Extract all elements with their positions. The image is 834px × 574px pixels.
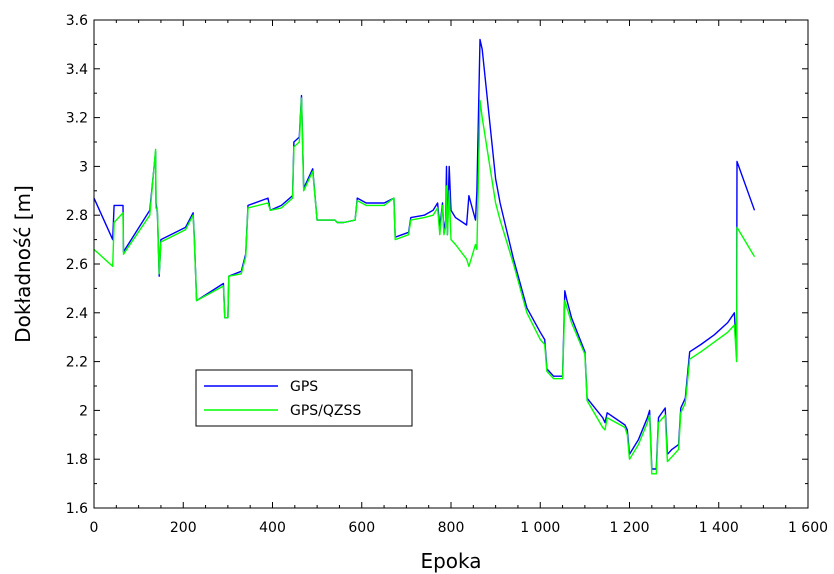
x-tick-label: 400 xyxy=(259,520,286,536)
y-tick-label: 2.8 xyxy=(66,208,88,224)
y-tick-label: 1.6 xyxy=(66,501,88,517)
legend: GPS GPS/QZSS xyxy=(195,369,413,427)
series-line-gps xyxy=(93,38,756,470)
y-tick-label: 2.2 xyxy=(66,355,88,371)
y-tick-label: 1.8 xyxy=(66,452,88,468)
legend-label-gps: GPS xyxy=(290,379,318,395)
y-tick-label: 2.6 xyxy=(66,257,88,273)
x-tick-label: 600 xyxy=(348,520,375,536)
x-tick-label: 1 600 xyxy=(788,520,828,536)
legend-box xyxy=(195,369,413,427)
series-line-gps-qzss xyxy=(93,97,756,475)
y-tick-label: 3.6 xyxy=(66,13,88,29)
x-axis-title: Epoka xyxy=(420,549,481,573)
y-tick-label: 2.4 xyxy=(66,306,88,322)
y-axis-title: Dokładność [m] xyxy=(11,185,35,343)
legend-label-gps-qzss: GPS/QZSS xyxy=(290,403,361,419)
series-layer xyxy=(93,38,756,475)
y-tick-label: 3.4 xyxy=(66,62,88,78)
x-tick-label: 200 xyxy=(170,520,197,536)
x-tick-label: 1 200 xyxy=(609,520,649,536)
x-tick-label: 1 400 xyxy=(699,520,739,536)
x-tick-label: 800 xyxy=(438,520,465,536)
y-tick-label: 3.2 xyxy=(66,111,88,127)
x-tick-label: 0 xyxy=(90,520,99,536)
y-tick-label: 2 xyxy=(79,403,88,419)
y-tick-label: 3 xyxy=(79,159,88,175)
axis-ticks: 0 200 400 600 800 1 000 1 200 1 400 1 600 1.6 1.8 2… xyxy=(66,13,828,536)
x-tick-label: 1 000 xyxy=(520,520,560,536)
plot-area-frame xyxy=(93,19,809,509)
